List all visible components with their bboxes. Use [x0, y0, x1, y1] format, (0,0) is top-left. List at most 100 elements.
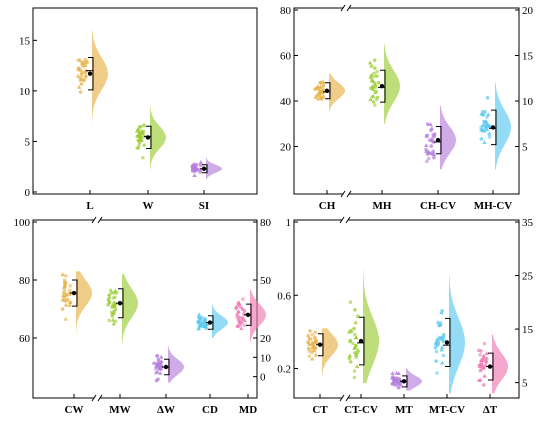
data-point — [431, 149, 435, 154]
violin-group-CT-CV — [347, 267, 379, 384]
category-label: MH-CV — [474, 200, 513, 212]
mean-marker — [145, 135, 151, 140]
data-point — [141, 142, 147, 147]
axis-break-mark — [97, 394, 103, 402]
data-point — [348, 360, 353, 364]
sd-bracket — [88, 57, 94, 91]
sd-bracket — [146, 125, 152, 150]
mean-marker — [487, 364, 493, 369]
data-point — [154, 371, 158, 375]
violin-group-MT — [389, 368, 422, 391]
violin-shape — [440, 105, 456, 170]
data-point — [372, 81, 377, 86]
data-point — [352, 375, 357, 380]
data-point — [426, 150, 432, 155]
right-tick-label: 50 — [260, 275, 272, 287]
mean-marker — [358, 338, 364, 344]
data-point — [64, 317, 68, 321]
data-point — [307, 342, 312, 347]
axis-break-gap — [343, 5, 349, 11]
category-label: CH-CV — [420, 200, 456, 212]
data-point — [137, 128, 141, 133]
mean-marker — [163, 364, 169, 370]
data-point — [78, 76, 83, 81]
right-tick-label: 25 — [522, 271, 534, 283]
violin-shape — [495, 82, 511, 170]
data-point — [368, 75, 373, 79]
data-point — [241, 297, 245, 301]
data-point — [199, 319, 203, 323]
data-point — [236, 309, 241, 314]
data-point — [65, 299, 69, 303]
data-point — [112, 301, 116, 305]
data-point — [152, 361, 156, 366]
data-point — [482, 140, 487, 145]
mean-marker — [379, 84, 385, 89]
data-point — [372, 74, 376, 79]
data-point — [321, 94, 326, 99]
left-tick-label: 100 — [14, 217, 31, 229]
right-tick-label: 35 — [522, 217, 534, 229]
data-point — [68, 288, 72, 292]
data-point — [429, 144, 434, 148]
plot-frame — [293, 7, 520, 195]
data-point — [439, 347, 444, 352]
data-point — [321, 86, 325, 90]
category-label: CW — [65, 404, 84, 416]
data-point — [351, 341, 355, 345]
category-label: ΔT — [483, 404, 498, 416]
data-point — [198, 170, 202, 174]
data-point — [76, 58, 80, 62]
data-point — [198, 324, 202, 328]
sd-bracket — [380, 69, 386, 103]
data-point — [110, 314, 115, 318]
data-point — [484, 351, 489, 355]
axis-break-mark — [346, 190, 352, 198]
left-tick-label: 60 — [280, 51, 292, 63]
data-point — [373, 66, 377, 70]
data-point — [353, 320, 358, 325]
data-point — [484, 127, 490, 132]
data-point — [353, 352, 359, 357]
data-point — [485, 115, 489, 119]
axis-break-mark — [345, 394, 351, 402]
left-tick-label: 80 — [19, 275, 31, 287]
data-point — [371, 99, 376, 104]
data-point — [154, 378, 159, 383]
data-point — [439, 360, 445, 365]
data-point — [441, 340, 445, 344]
data-point — [200, 315, 204, 320]
left-tick-label: 5 — [25, 136, 31, 148]
data-point — [479, 125, 483, 129]
violin-group-MH — [367, 44, 400, 124]
data-point — [310, 350, 314, 355]
violin-shape — [150, 101, 166, 172]
left-tick-label: 1 — [286, 217, 292, 229]
axis-break-gap — [342, 395, 348, 401]
data-point — [110, 305, 114, 309]
violin-shape — [250, 289, 266, 342]
data-point — [372, 71, 376, 75]
data-point — [354, 364, 360, 369]
axis-break-mark — [97, 216, 103, 224]
sd-bracket — [325, 82, 331, 100]
data-point — [136, 145, 141, 150]
data-point — [349, 328, 354, 333]
data-point — [237, 301, 242, 305]
right-tick-label: 5 — [522, 378, 528, 390]
data-point — [368, 86, 373, 90]
data-point — [486, 112, 491, 117]
data-point — [193, 163, 198, 168]
data-point — [63, 302, 69, 307]
data-point — [397, 376, 403, 381]
data-point — [136, 138, 141, 143]
right-tick-label: 0 — [260, 372, 266, 384]
data-point — [135, 126, 141, 131]
data-point — [109, 290, 114, 295]
axis-break-mark — [340, 190, 346, 198]
axis-break-mark — [345, 216, 351, 224]
violin-shape — [168, 345, 184, 383]
data-point — [155, 354, 159, 358]
mean-marker — [317, 342, 323, 347]
